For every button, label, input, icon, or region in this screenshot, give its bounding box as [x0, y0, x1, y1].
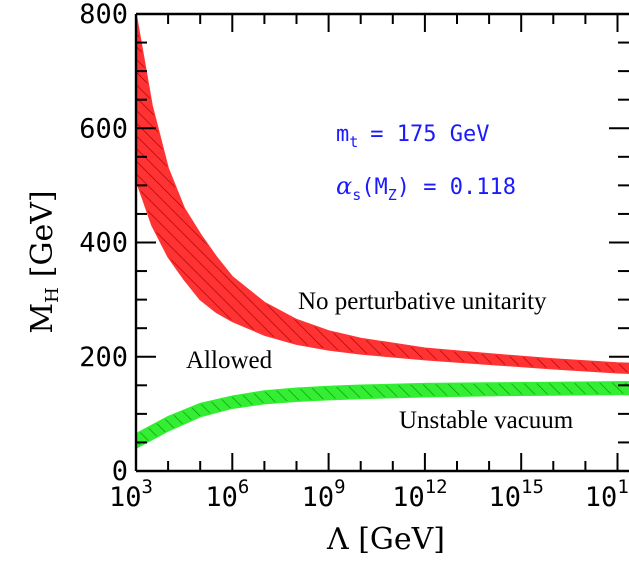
unitarity-bound-band [136, 14, 629, 374]
alpha-s-label: αs(MZ) = 0.118 [336, 172, 516, 204]
y-tick-label: 600 [79, 113, 128, 144]
y-axis-subscript: H [42, 287, 63, 303]
y-axis-title: MH [GeV] [25, 190, 63, 333]
mt-value: = 175 GeV [370, 122, 489, 147]
alpha-arg-open: (M [361, 175, 388, 200]
y-axis-symbol: M [25, 303, 60, 334]
y-tick-label: 800 [79, 0, 128, 30]
svg-text:MH[GeV]: MH [GeV] [25, 190, 63, 333]
mt-subscript: t [349, 133, 358, 151]
x-axis-title: Λ [GeV] [326, 522, 445, 557]
y-tick-label: 0 [112, 456, 128, 487]
x-tick-label: 103 [109, 476, 153, 513]
x-tick-label: 109 [302, 476, 346, 513]
mt-symbol: m [336, 122, 349, 147]
x-tick-label: 106 [205, 476, 249, 513]
top-mass-label: mt = 175 GeV [336, 122, 490, 151]
y-tick-label: 400 [79, 228, 128, 259]
alpha-value: ) = 0.118 [397, 175, 516, 200]
alpha-subscript: s [352, 186, 361, 204]
alpha-arg-subscript: Z [388, 186, 397, 204]
vacuum-stability-band [136, 381, 629, 449]
x-tick-label: 1018 [585, 476, 629, 513]
x-tick-label: 1012 [392, 476, 447, 513]
x-tick-label: 1015 [488, 476, 543, 513]
unitarity-region-label: No perturbative unitarity [298, 288, 547, 315]
alpha-symbol: α [336, 172, 352, 200]
allowed-region-label: Allowed [186, 347, 273, 374]
vacuum-region-label: Unstable vacuum [399, 407, 574, 434]
y-axis-unit: [GeV] [25, 190, 60, 277]
y-tick-label: 200 [79, 342, 128, 373]
